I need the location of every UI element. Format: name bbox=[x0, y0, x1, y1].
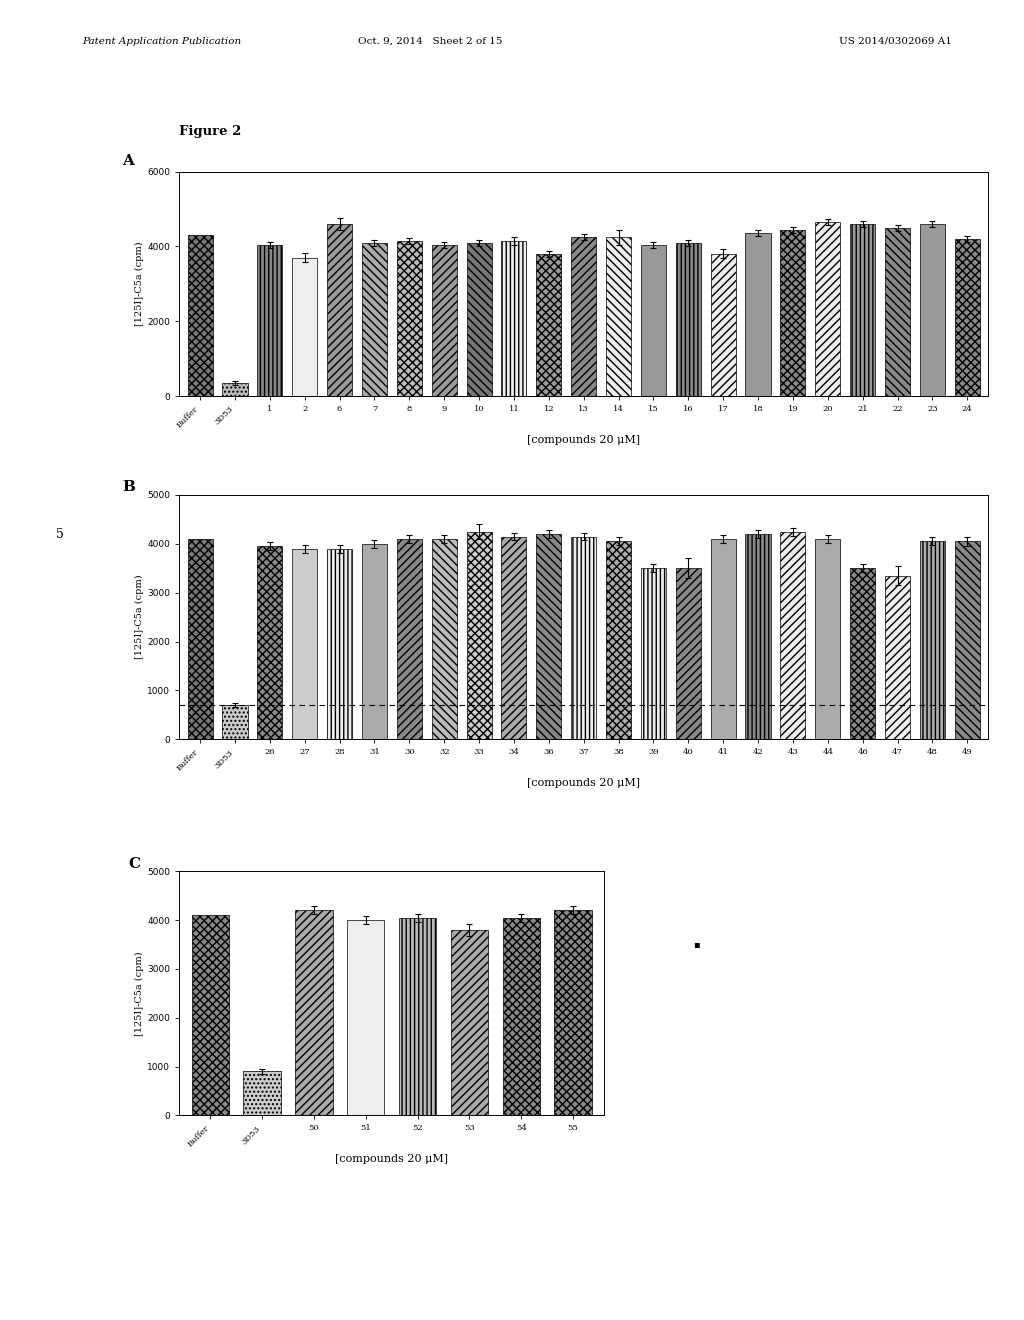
Bar bbox=[187, 235, 213, 396]
Bar bbox=[257, 546, 283, 739]
Bar bbox=[954, 541, 980, 739]
Bar bbox=[676, 243, 700, 396]
Bar bbox=[396, 240, 422, 396]
Bar bbox=[432, 244, 457, 396]
Bar bbox=[432, 539, 457, 739]
Bar bbox=[537, 535, 561, 739]
Bar bbox=[222, 383, 248, 396]
Bar bbox=[885, 576, 910, 739]
Text: Oct. 9, 2014   Sheet 2 of 15: Oct. 9, 2014 Sheet 2 of 15 bbox=[357, 37, 503, 46]
Bar bbox=[885, 227, 910, 396]
Bar bbox=[292, 549, 317, 739]
Text: C: C bbox=[128, 857, 140, 871]
Text: Patent Application Publication: Patent Application Publication bbox=[82, 37, 241, 46]
Bar bbox=[850, 568, 876, 739]
Bar bbox=[920, 541, 945, 739]
Text: ▪: ▪ bbox=[693, 939, 699, 949]
Bar bbox=[191, 915, 229, 1115]
Bar bbox=[641, 244, 666, 396]
Bar bbox=[537, 253, 561, 396]
Bar bbox=[780, 532, 806, 739]
Bar bbox=[502, 536, 526, 739]
Bar bbox=[641, 568, 666, 739]
Y-axis label: [125I]-C5a (cpm): [125I]-C5a (cpm) bbox=[135, 574, 144, 660]
Bar bbox=[745, 234, 771, 396]
Bar bbox=[850, 224, 876, 396]
Bar bbox=[295, 911, 333, 1115]
Text: A: A bbox=[123, 153, 134, 168]
Text: B: B bbox=[123, 480, 135, 495]
Bar bbox=[327, 549, 352, 739]
Bar bbox=[361, 544, 387, 739]
Bar bbox=[257, 244, 283, 396]
Bar bbox=[606, 541, 631, 739]
Bar bbox=[711, 253, 735, 396]
Bar bbox=[396, 539, 422, 739]
Bar bbox=[503, 917, 540, 1115]
Bar bbox=[954, 239, 980, 396]
Bar bbox=[571, 536, 596, 739]
X-axis label: [compounds 20 μM]: [compounds 20 μM] bbox=[527, 436, 640, 445]
Bar bbox=[292, 257, 317, 396]
Text: US 2014/0302069 A1: US 2014/0302069 A1 bbox=[840, 37, 952, 46]
Bar bbox=[780, 230, 806, 396]
Text: Figure 2: Figure 2 bbox=[179, 125, 242, 139]
Bar bbox=[399, 917, 436, 1115]
Bar bbox=[347, 920, 384, 1115]
Text: 5: 5 bbox=[56, 528, 65, 541]
Y-axis label: [125I]-C5a (cpm): [125I]-C5a (cpm) bbox=[135, 242, 144, 326]
X-axis label: [compounds 20 μM]: [compounds 20 μM] bbox=[527, 779, 640, 788]
Bar bbox=[451, 929, 488, 1115]
Bar bbox=[571, 238, 596, 396]
X-axis label: [compounds 20 μM]: [compounds 20 μM] bbox=[335, 1155, 449, 1164]
Y-axis label: [125I]-C5a (cpm): [125I]-C5a (cpm) bbox=[135, 950, 144, 1036]
Bar bbox=[327, 224, 352, 396]
Bar bbox=[554, 911, 592, 1115]
Bar bbox=[467, 532, 492, 739]
Bar bbox=[815, 539, 841, 739]
Bar bbox=[676, 568, 700, 739]
Bar bbox=[222, 705, 248, 739]
Bar bbox=[815, 222, 841, 396]
Bar bbox=[920, 224, 945, 396]
Bar bbox=[361, 243, 387, 396]
Bar bbox=[745, 535, 771, 739]
Bar bbox=[467, 243, 492, 396]
Bar bbox=[711, 539, 735, 739]
Bar bbox=[606, 238, 631, 396]
Bar bbox=[244, 1072, 281, 1115]
Bar bbox=[502, 240, 526, 396]
Bar bbox=[187, 539, 213, 739]
